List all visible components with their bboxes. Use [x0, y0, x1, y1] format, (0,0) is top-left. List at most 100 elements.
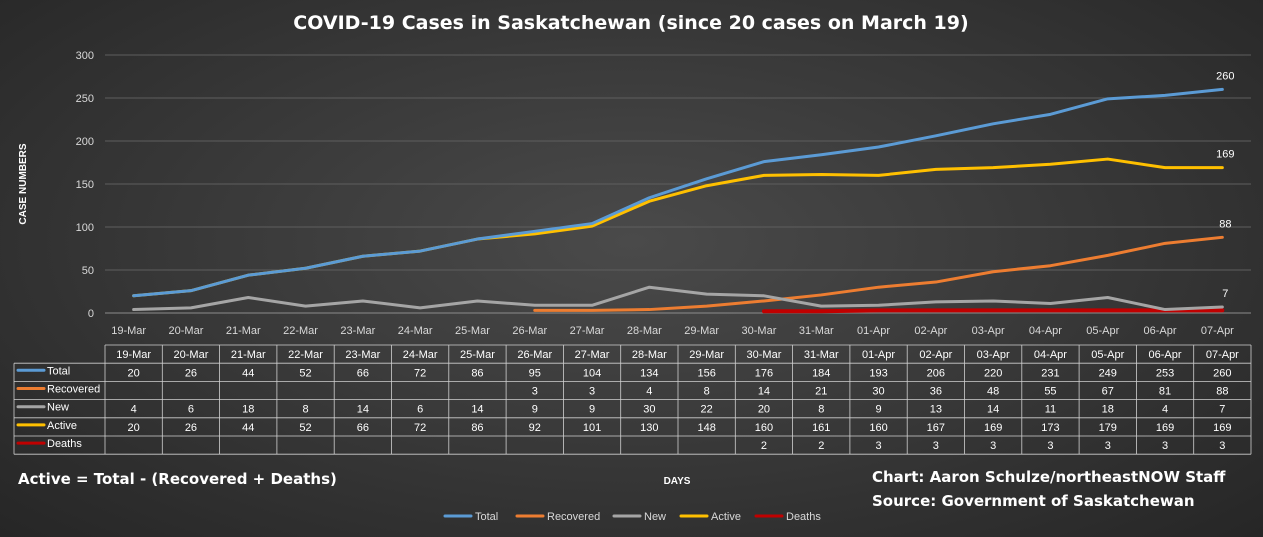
table-header-cell: 26-Mar: [517, 349, 552, 361]
y-tick-label: 100: [76, 222, 94, 234]
table-cell: 44: [242, 422, 254, 434]
table-cell: 161: [812, 422, 830, 434]
table-cell: 3: [875, 440, 881, 452]
data-label-active: 169: [1216, 149, 1234, 161]
table-cell: 2: [761, 440, 767, 452]
table-cell: 260: [1213, 367, 1231, 379]
y-tick-label: 150: [76, 179, 94, 191]
table-row-label: Recovered: [47, 384, 100, 396]
table-cell: 95: [529, 367, 541, 379]
table-cell: 86: [471, 367, 483, 379]
table-cell: 3: [532, 386, 538, 398]
y-tick-label: 50: [82, 265, 94, 277]
x-tick-label: 25-Mar: [455, 325, 490, 337]
table-cell: 206: [927, 367, 945, 379]
y-axis-title: CASE NUMBERS: [18, 143, 29, 224]
table-cell: 30: [872, 386, 884, 398]
legend-label: New: [644, 511, 666, 523]
table-cell: 249: [1099, 367, 1117, 379]
table-cell: 6: [188, 404, 194, 416]
x-tick-label: 24-Mar: [398, 325, 433, 337]
table-cell: 14: [987, 404, 999, 416]
table-cell: 52: [299, 367, 311, 379]
series-lines: [132, 87, 1225, 314]
table-cell: 220: [984, 367, 1002, 379]
table-row-label: New: [47, 402, 69, 414]
series-line-recovered: [533, 235, 1224, 312]
legend-label: Active: [711, 511, 741, 523]
table-row-label: Deaths: [47, 438, 82, 450]
table-cell: 9: [875, 404, 881, 416]
x-tick-label: 05-Apr: [1086, 325, 1119, 337]
y-tick-label: 0: [88, 308, 94, 320]
data-labels: 260 169 88 7: [1216, 70, 1234, 300]
table-header-cell: 22-Mar: [288, 349, 323, 361]
table-cell: 184: [812, 367, 830, 379]
x-tick-label: 31-Mar: [799, 325, 834, 337]
legend-label: Deaths: [786, 511, 821, 523]
table-row-label: Active: [47, 420, 77, 432]
table-cell: 44: [242, 367, 254, 379]
y-axis-ticks: 0 50 100 150 200 250 300: [76, 50, 94, 320]
table-cell: 20: [128, 422, 140, 434]
table-cell: 13: [930, 404, 942, 416]
table-header-cell: 06-Apr: [1149, 349, 1182, 361]
table-header-cell: 05-Apr: [1091, 349, 1124, 361]
table-cell: 4: [131, 404, 137, 416]
table-cell: 26: [185, 367, 197, 379]
x-tick-label: 30-Mar: [742, 325, 777, 337]
table-cell: 173: [1041, 422, 1059, 434]
table-cell: 7: [1219, 404, 1225, 416]
table-header-cell: 07-Apr: [1206, 349, 1239, 361]
table-cell: 86: [471, 422, 483, 434]
table-header-cell: 19-Mar: [116, 349, 151, 361]
table-cell: 3: [990, 440, 996, 452]
table-cell: 179: [1099, 422, 1117, 434]
gridlines: [105, 54, 1251, 314]
table-cell: 134: [640, 367, 658, 379]
x-tick-label: 21-Mar: [226, 325, 261, 337]
chart-credit: Chart: Aaron Schulze/northeastNOW Staff: [872, 468, 1226, 486]
table-header-cell: 03-Apr: [977, 349, 1010, 361]
legend-label: Total: [475, 511, 498, 523]
table-cell: 231: [1041, 367, 1059, 379]
table-cell: 66: [357, 422, 369, 434]
table-cell: 48: [987, 386, 999, 398]
formula-note: Active = Total - (Recovered + Deaths): [18, 470, 337, 488]
table-cell: 193: [869, 367, 887, 379]
table-header-cell: 28-Mar: [632, 349, 667, 361]
table-cell: 4: [1162, 404, 1168, 416]
table-cell: 169: [1156, 422, 1174, 434]
x-tick-label: 02-Apr: [914, 325, 947, 337]
table-cell: 92: [529, 422, 541, 434]
x-tick-label: 01-Apr: [857, 325, 890, 337]
series-line-deaths: [761, 308, 1225, 314]
table-cell: 169: [984, 422, 1002, 434]
x-tick-label: 27-Mar: [570, 325, 605, 337]
data-label-recovered: 88: [1219, 218, 1231, 230]
data-table: 19-Mar 20-Mar 21-Mar 22-Mar 23-Mar 24-Mar 25-M…: [13, 344, 1252, 455]
table-cell: 9: [532, 404, 538, 416]
table-header-cell: 04-Apr: [1034, 349, 1067, 361]
series-line-new: [132, 285, 1224, 312]
table-cell: 52: [299, 422, 311, 434]
table-cell: 14: [357, 404, 369, 416]
table-cell: 26: [185, 422, 197, 434]
table-cell: 148: [697, 422, 715, 434]
table-cell: 167: [927, 422, 945, 434]
table-cell: 11: [1045, 404, 1056, 416]
x-tick-label: 23-Mar: [340, 325, 375, 337]
table-header-cell: 30-Mar: [747, 349, 782, 361]
table-cell: 6: [417, 404, 423, 416]
table-cell: 14: [758, 386, 770, 398]
y-tick-label: 200: [76, 136, 94, 148]
series-line-total: [132, 87, 1224, 298]
x-axis-ticks: 19-Mar 20-Mar 21-Mar 22-Mar 23-Mar 24-Mar 25-M…: [111, 325, 1234, 337]
table-cell: 67: [1102, 386, 1114, 398]
table-header-cell: 23-Mar: [345, 349, 380, 361]
x-tick-label: 29-Mar: [684, 325, 719, 337]
table-cell: 21: [815, 386, 827, 398]
table-cell: 18: [242, 404, 254, 416]
table-cell: 130: [640, 422, 658, 434]
x-axis-title: DAYS: [664, 476, 691, 487]
